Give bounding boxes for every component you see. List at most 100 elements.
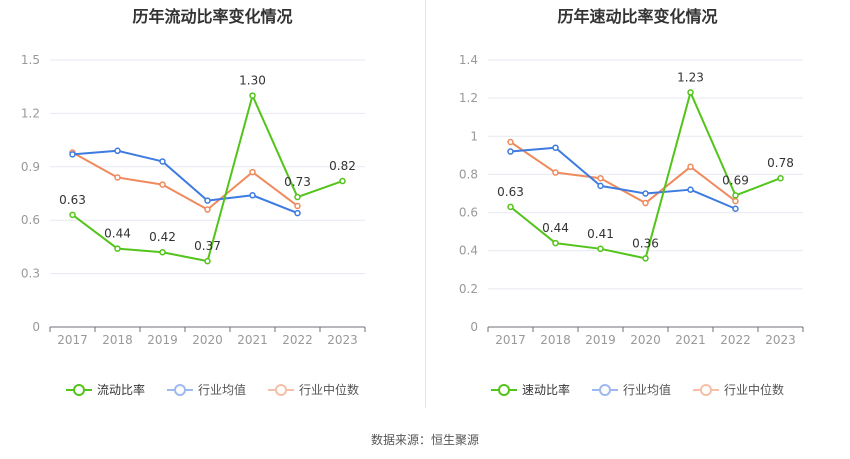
x-tick-label: 2020: [192, 333, 223, 347]
chart-legend: 速动比率 行业均值 行业中位数: [425, 381, 850, 398]
chart-title: 历年流动比率变化情况: [132, 7, 293, 26]
data-point-series-3: [597, 174, 604, 182]
data-point-series-1: [597, 245, 604, 253]
data-point-series-1: [114, 245, 121, 252]
chart-legend: 流动比率 行业均值 行业中位数: [0, 381, 425, 398]
data-point-series-2: [507, 148, 514, 155]
x-tick-label: 2023: [765, 333, 796, 347]
legend-item-series-2[interactable]: 行业均值: [166, 381, 246, 398]
data-label: 0.63: [59, 193, 86, 207]
data-label: 0.42: [149, 230, 176, 244]
data-point-series-3: [687, 163, 694, 171]
y-tick-label: 1.4: [459, 53, 478, 67]
x-tick-label: 2018: [540, 333, 571, 347]
y-tick-label: 0: [32, 320, 40, 334]
data-point-series-3: [507, 138, 514, 146]
data-label: 0.36: [632, 236, 659, 250]
legend-marker-icon: [490, 383, 517, 396]
legend-marker-icon: [693, 383, 719, 396]
data-point-series-1: [204, 257, 211, 265]
legend-item-series-2[interactable]: 行业均值: [591, 381, 671, 398]
legend-label: 行业中位数: [724, 383, 785, 397]
data-point-series-1: [552, 239, 559, 247]
chart-title: 历年速动比率变化情况: [557, 7, 718, 26]
data-point-series-1: [507, 203, 514, 211]
x-tick-label: 2017: [57, 333, 88, 347]
data-point-series-3: [552, 169, 559, 176]
series-line-2: [72, 149, 298, 215]
x-tick-label: 2021: [237, 333, 268, 347]
legend-item-series-1[interactable]: 速动比率: [490, 381, 570, 398]
data-label: 0.73: [284, 175, 311, 189]
x-tick-label: 2019: [585, 333, 616, 347]
data-point-series-2: [552, 144, 559, 151]
data-label: 0.69: [722, 173, 749, 187]
data-label: 0.82: [329, 159, 356, 173]
x-tick-label: 2023: [327, 333, 358, 347]
data-label: 0.44: [542, 221, 569, 235]
chart-panel-current-ratio: 历年流动比率变化情况 0 0.3 0.6 0.9 1.2 1.5 2017 2018 2019 2…: [0, 0, 425, 420]
x-tick-label: 2017: [495, 333, 526, 347]
legend-marker-icon: [65, 383, 92, 396]
data-point-series-1: [687, 89, 694, 96]
data-point-series-1: [642, 255, 649, 262]
data-label: 0.63: [497, 185, 524, 199]
legend-label: 行业均值: [622, 383, 671, 397]
data-label: 1.23: [677, 70, 704, 84]
data-label: 0.78: [767, 156, 794, 170]
x-tick-label: 2019: [147, 333, 178, 347]
x-tick-label: 2022: [282, 333, 313, 347]
y-tick-label: 1: [470, 129, 478, 143]
x-tick-label: 2018: [102, 333, 133, 347]
data-point-series-2: [294, 209, 301, 217]
legend-label: 行业中位数: [299, 383, 360, 397]
data-point-series-1: [732, 192, 739, 199]
legend-item-series-3[interactable]: 行业中位数: [268, 381, 359, 398]
data-label: 0.44: [104, 227, 131, 241]
data-point-series-3: [249, 168, 256, 176]
x-tick-label: 2020: [630, 333, 661, 347]
data-point-series-2: [114, 147, 121, 155]
line-chart-current-ratio: 0 0.3 0.6 0.9 1.2 1.5 2017 2018 2019 2020 2021 2022…: [21, 53, 366, 347]
panel-divider: [425, 0, 426, 408]
data-point-series-1: [249, 92, 256, 99]
data-label: 0.41: [587, 227, 614, 241]
data-point-series-3: [114, 174, 121, 181]
legend-item-series-3[interactable]: 行业中位数: [693, 381, 784, 398]
chart-panel-quick-ratio: 历年速动比率变化情况 0 0.2 0.4 0.6 0.8 1 1.2 1.4 2017 2018 2…: [425, 0, 850, 420]
legend-marker-icon: [591, 383, 618, 396]
data-source-note: 数据来源：恒生聚源: [370, 433, 479, 447]
series-line-3: [72, 151, 299, 211]
data-point-series-1: [777, 174, 784, 182]
y-tick-label: 1.2: [21, 106, 40, 120]
legend-label: 速动比率: [521, 383, 570, 397]
data-point-series-3: [159, 181, 166, 188]
data-point-series-1: [69, 211, 76, 219]
data-label: 0.37: [194, 239, 221, 253]
data-label: 1.30: [239, 74, 266, 88]
y-tick-label: 0.2: [459, 282, 478, 296]
y-tick-label: 0.6: [459, 206, 478, 220]
legend-marker-icon: [166, 383, 193, 396]
y-tick-label: 0.8: [459, 167, 478, 181]
data-point-series-2: [204, 197, 211, 204]
series-line-2: [510, 146, 736, 210]
legend-marker-icon: [268, 383, 294, 396]
data-point-series-3: [294, 202, 301, 210]
legend-label: 流动比率: [96, 383, 145, 397]
data-point-series-3: [204, 206, 211, 213]
y-tick-label: 1.2: [459, 91, 478, 105]
data-point-series-3: [732, 197, 739, 205]
x-tick-label: 2021: [675, 333, 706, 347]
data-point-series-1: [339, 177, 346, 185]
y-tick-label: 1.5: [21, 53, 40, 67]
data-point-series-2: [687, 186, 694, 193]
y-tick-label: 0.6: [21, 213, 40, 227]
data-point-series-2: [732, 205, 739, 213]
data-point-series-2: [642, 190, 649, 197]
y-tick-label: 0.4: [459, 244, 478, 258]
line-chart-quick-ratio: 0 0.2 0.4 0.6 0.8 1 1.2 1.4 2017 2018 2019 2020 2021…: [459, 53, 804, 347]
data-point-series-1: [159, 248, 166, 256]
legend-label: 行业均值: [197, 383, 246, 397]
legend-item-series-1[interactable]: 流动比率: [65, 381, 145, 398]
